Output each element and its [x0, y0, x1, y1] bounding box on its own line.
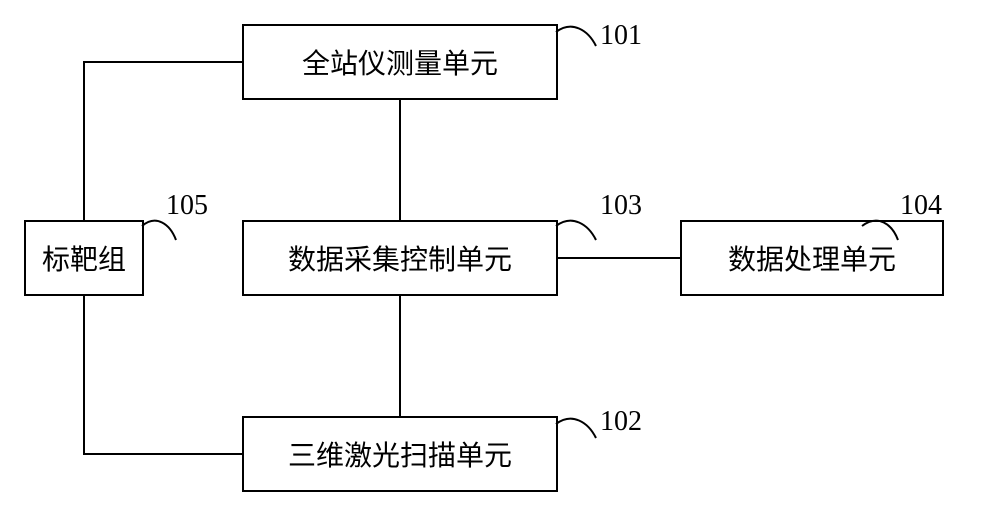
node-total-station: 全站仪测量单元 [242, 24, 558, 100]
callout-101 [556, 27, 596, 46]
ref-label-104: 104 [900, 190, 942, 222]
node-data-processing: 数据处理单元 [680, 220, 944, 296]
node-data-acquisition: 数据采集控制单元 [242, 220, 558, 296]
node-target-group: 标靶组 [24, 220, 144, 296]
callout-103 [556, 221, 596, 240]
callout-102 [556, 419, 596, 438]
node-label: 标靶组 [42, 238, 126, 278]
ref-label-103: 103 [600, 190, 642, 222]
ref-label-105: 105 [166, 190, 208, 222]
ref-label-102: 102 [600, 406, 642, 438]
edge-105-101 [84, 62, 242, 220]
node-label: 全站仪测量单元 [302, 42, 498, 82]
node-label: 数据采集控制单元 [288, 238, 512, 278]
ref-label-101: 101 [600, 20, 642, 52]
node-label: 数据处理单元 [728, 238, 896, 278]
node-label: 三维激光扫描单元 [288, 434, 512, 474]
node-3d-laser-scan: 三维激光扫描单元 [242, 416, 558, 492]
edge-105-102 [84, 296, 242, 454]
callout-105 [142, 221, 176, 240]
